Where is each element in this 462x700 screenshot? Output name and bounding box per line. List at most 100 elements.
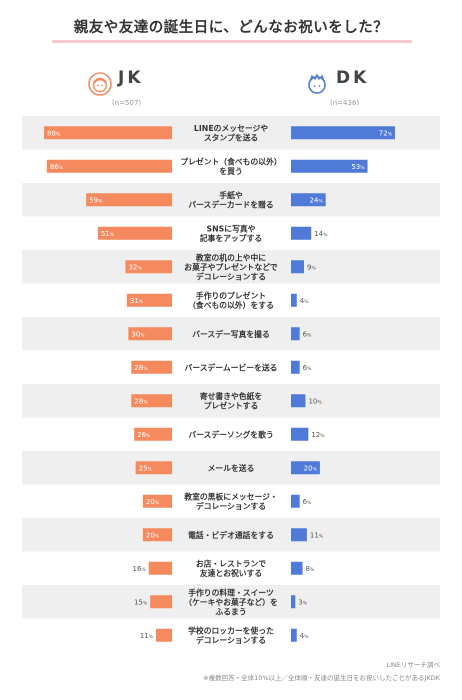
category-label: 手作りのプレゼント: [196, 291, 266, 301]
jk-value-label: 88%: [47, 129, 61, 137]
row-stripe: [22, 384, 440, 418]
category-label: を買う: [219, 167, 242, 176]
category-label: デコレーションする: [196, 501, 266, 511]
jk-label: JK: [118, 68, 144, 88]
category-label: 手作りの料理・スイーツ: [188, 587, 274, 597]
row-stripe: [22, 585, 440, 619]
dk-bar: [291, 528, 307, 542]
category-label: バースデーソングを歌う: [188, 429, 273, 439]
category-label: （ケーキやお菓子など）を: [184, 597, 278, 607]
source-note: LINEリサーチ調べ: [386, 661, 440, 669]
dk-sample-size: (n=436): [330, 99, 360, 107]
category-label: 学校のロッカーを使った: [188, 626, 274, 636]
jk-value-label: 86%: [50, 163, 64, 171]
dk-bar: [291, 126, 395, 140]
jk-value-label: 16%: [133, 565, 147, 573]
dk-bar: [291, 159, 368, 173]
category-label: バースデーカードを贈る: [188, 200, 273, 210]
category-label: バースデームービーを送る: [185, 362, 278, 372]
row-stripe: [22, 317, 440, 351]
dk-avatar-icon: [308, 73, 326, 94]
dk-bar: [291, 293, 297, 307]
jk-value-label: 15%: [134, 598, 148, 606]
jk-bar: [46, 159, 173, 173]
dk-bar: [291, 226, 312, 240]
row-stripe: [22, 250, 440, 284]
title-underline: [52, 40, 412, 43]
dk-bar: [291, 260, 304, 274]
dk-value-label: 24%: [309, 196, 323, 204]
dk-label: DK: [336, 68, 370, 88]
dk-bar: [291, 561, 303, 575]
category-label: ふるまう: [215, 607, 246, 616]
dk-value-label: 6%: [303, 330, 312, 338]
jk-value-label: 32%: [128, 263, 142, 271]
category-label: （食べもの以外）をする: [188, 300, 274, 310]
jk-bar: [131, 360, 172, 374]
dk-bar: [291, 427, 309, 441]
category-label: プレゼント（食べもの以外）: [180, 157, 281, 167]
jk-sample-size: (n=507): [112, 99, 142, 107]
jk-value-label: 28%: [134, 364, 148, 372]
jk-value-label: 28%: [134, 397, 148, 405]
category-label: メールを送る: [208, 463, 255, 473]
category-label: スタンプを送る: [204, 133, 258, 143]
dk-value-label: 20%: [304, 464, 318, 472]
jk-bar: [156, 628, 172, 642]
category-label: 教室の黒板にメッセージ・: [183, 492, 277, 502]
dk-bar: [291, 628, 297, 642]
jk-value-label: 26%: [137, 431, 151, 439]
jk-bar: [126, 293, 172, 307]
dk-bar: [291, 193, 326, 207]
dk-value-label: 10%: [308, 397, 322, 405]
jk-bar: [125, 260, 172, 274]
jk-value-label: 59%: [89, 196, 103, 204]
dk-bar: [291, 461, 320, 475]
jk-bar: [134, 427, 172, 441]
footnote: ※複数回答・全体10%以上／全体順・友達の誕生日をお祝いしたことがあるJKDK: [203, 674, 440, 682]
jk-bar: [44, 126, 172, 140]
dk-value-label: 12%: [311, 431, 325, 439]
category-label: SNSに写真や: [207, 224, 256, 234]
jk-value-label: 30%: [131, 330, 145, 338]
chart-title: 親友や友達の誕生日に、どんなお祝いをした？: [73, 20, 389, 36]
dk-bar: [291, 394, 306, 408]
category-label: LINEのメッセージや: [194, 123, 268, 133]
dk-bar: [291, 360, 300, 374]
jk-bar: [86, 193, 172, 207]
jk-bar: [131, 394, 172, 408]
dk-value-label: 72%: [379, 129, 393, 137]
category-label: デコレーションする: [196, 635, 266, 645]
category-label: 手紙や: [219, 190, 243, 200]
dk-bar: [291, 494, 300, 508]
jk-value-label: 11%: [140, 632, 154, 640]
dk-value-label: 11%: [310, 531, 324, 539]
jk-value-label: 20%: [146, 531, 160, 539]
dk-value-label: 6%: [303, 364, 312, 372]
jk-value-label: 20%: [146, 498, 160, 506]
jk-bar: [97, 226, 172, 240]
dk-value-label: 14%: [314, 230, 328, 238]
category-label: デコレーションする: [196, 271, 266, 281]
category-label: お菓子やプレゼントなどで: [184, 262, 278, 272]
category-label: 記事をアップする: [200, 233, 262, 243]
dk-value-label: 8%: [306, 565, 315, 573]
category-label: お店・レストランで: [196, 559, 266, 569]
category-label: プレゼントする: [204, 401, 259, 411]
dk-bar: [291, 595, 296, 609]
dk-bar: [291, 327, 300, 341]
jk-value-label: 51%: [101, 230, 115, 238]
category-label: バースデー写真を撮る: [192, 329, 270, 339]
jk-avatar-icon: [88, 72, 112, 96]
category-label: 電話・ビデオ通話をする: [188, 530, 274, 540]
row-stripe: [22, 451, 440, 485]
jk-bar: [150, 595, 172, 609]
jk-value-label: 31%: [130, 297, 144, 305]
dk-value-label: 3%: [298, 598, 307, 606]
dk-value-label: 53%: [351, 163, 365, 171]
jk-bar: [135, 461, 172, 475]
dk-value-label: 4%: [300, 632, 309, 640]
category-label: 友達とお祝いする: [200, 568, 262, 578]
dk-value-label: 4%: [300, 297, 309, 305]
